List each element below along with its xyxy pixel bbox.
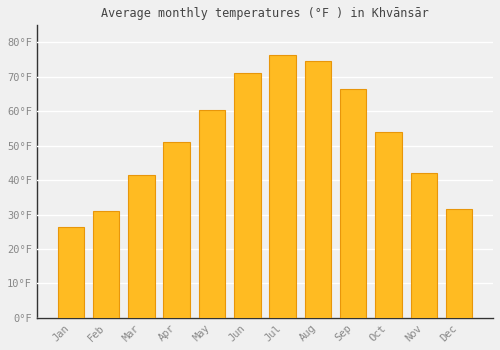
Title: Average monthly temperatures (°F ) in Khvānsār: Average monthly temperatures (°F ) in Kh… (101, 7, 429, 20)
Bar (375, 132, 402, 318)
Bar (198, 110, 225, 318)
Bar (270, 55, 296, 318)
Bar (58, 227, 84, 318)
Bar (234, 74, 260, 318)
Bar (410, 173, 437, 318)
Bar (446, 209, 472, 318)
Bar (128, 175, 154, 318)
Bar (164, 142, 190, 318)
Bar (93, 211, 120, 318)
Bar (304, 61, 331, 318)
Bar (340, 89, 366, 318)
